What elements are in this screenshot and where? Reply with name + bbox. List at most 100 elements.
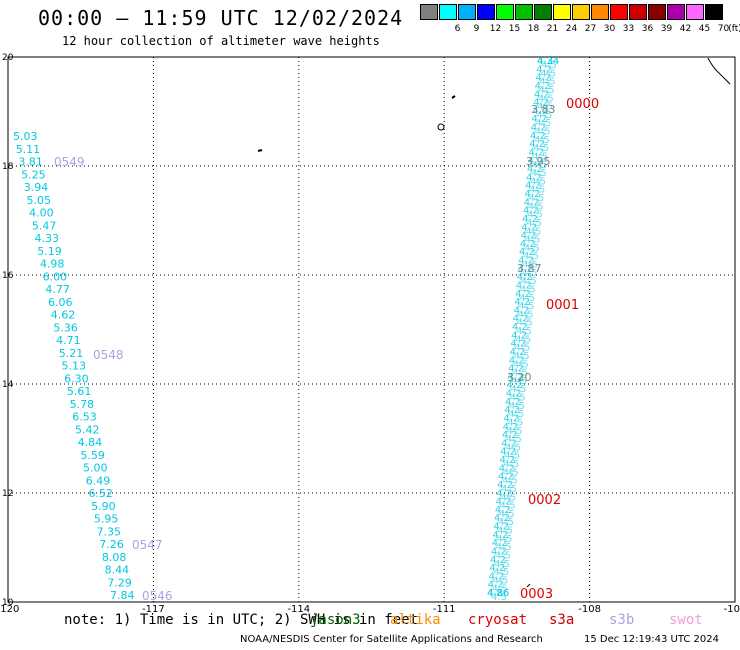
wave-height-label: 4.2	[523, 206, 539, 217]
footer-note: note: 1) Time is in UTC; 2) SWH is in fe…	[64, 612, 419, 628]
wave-height-label: 4.2	[504, 405, 520, 416]
pass-time-label: 0549	[54, 155, 85, 169]
satellite-cryosat: cryosat	[468, 612, 528, 628]
wave-height-label: 4.5	[500, 492, 516, 503]
wave-height-label: 4.5	[518, 309, 534, 320]
legend-label-45: 45	[698, 24, 711, 34]
wave-height-label: 4.5	[507, 417, 523, 428]
pass-time-label: 0000	[566, 97, 599, 112]
legend-label-36: 36	[641, 24, 654, 34]
wave-height-label: 5.36	[53, 321, 78, 334]
wave-height-label: 4.5	[539, 85, 555, 96]
wave-height-label: 4.2	[526, 172, 542, 183]
legend-swatch-6	[439, 4, 457, 20]
legend-label-33: 33	[622, 24, 635, 34]
wave-height-label: 7.35	[97, 525, 122, 538]
wave-height-label: 4.2	[506, 389, 522, 400]
legend-swatch-45	[686, 4, 704, 20]
wave-height-label: 4.2	[525, 189, 541, 200]
wave-height-label: 4.5	[494, 559, 510, 570]
wave-height-label: 4.5	[496, 534, 512, 545]
wave-height-label: 4.2	[522, 214, 538, 225]
wave-height-label: 4.5	[493, 567, 509, 578]
wave-height-label: 4.5	[503, 467, 519, 478]
wave-height-label: 4.5	[504, 451, 520, 462]
wave-height-label: 6.53	[72, 411, 97, 424]
wave-height-label: 4.2	[536, 64, 552, 75]
legend-swatch-18	[515, 4, 533, 20]
wave-height-label: 4.5	[523, 251, 539, 262]
y-tick-label: 16	[2, 271, 14, 281]
wave-height-label: 4.2	[514, 297, 530, 308]
wave-height-label: 4.5	[525, 226, 541, 237]
wave-height-label: 4.2	[487, 588, 503, 599]
wave-height-label: 4.2	[502, 430, 518, 441]
satellite-s3a: s3a	[549, 612, 575, 628]
wave-height-label: 5.05	[26, 194, 51, 207]
legend-label-70: 70	[717, 24, 730, 34]
wave-height-label: 4.5	[507, 426, 523, 437]
wave-height-label: 4.2	[493, 522, 509, 533]
wave-height-label: 4.77	[45, 283, 69, 296]
legend-label-42: 42	[679, 24, 692, 34]
wave-height-label: 8.44	[105, 564, 130, 577]
wave-height-label: 4.5	[516, 326, 532, 337]
wave-height-label: 4.2	[497, 480, 513, 491]
wave-height-label: 4.00	[29, 207, 53, 220]
wave-height-label: 4.2	[490, 555, 506, 566]
wave-height-label: 4.33	[35, 232, 60, 245]
satellite-jason3: jason3	[310, 612, 361, 628]
wave-height-label: 4.5	[532, 160, 548, 171]
wave-height-label: 5.03	[13, 130, 38, 143]
wave-height-label: 4.2	[517, 264, 533, 275]
wave-height-label: 4.98	[40, 258, 65, 271]
wave-height-label: 4.2	[496, 488, 512, 499]
wave-height-label: 4.5	[514, 343, 530, 354]
wave-height-label: 4.5	[538, 93, 554, 104]
wave-height-label: 4.5	[511, 376, 527, 387]
wave-height-label: 4.62	[51, 309, 76, 322]
wave-height-label: 4.2	[533, 98, 549, 109]
satellite-swot: swot	[669, 612, 703, 628]
wave-height-label: 6.52	[88, 487, 113, 500]
wave-height-label: 4.5	[496, 542, 512, 553]
wave-height-label: 4.2	[529, 139, 545, 150]
wave-height-label: 4.2	[496, 497, 512, 508]
wave-height-label: 4.5	[530, 176, 546, 187]
timestamp-line: 15 Dec 12:19:43 UTC 2024	[584, 634, 719, 645]
wave-height-label: 4.2	[530, 131, 546, 142]
x-tick-label: -114	[287, 604, 310, 615]
wave-height-label: 8.08	[102, 551, 127, 564]
pass-time-label: 0001	[546, 298, 579, 313]
wave-height-label: 4.2	[521, 222, 537, 233]
wave-height-label: 5.19	[37, 245, 62, 258]
wave-height-label: 3.95	[526, 155, 551, 168]
wave-height-label: 5.90	[91, 500, 116, 513]
legend-label-24: 24	[565, 24, 578, 34]
wave-height-label: 4.2	[495, 505, 511, 516]
wave-height-label: 4.2	[499, 463, 515, 474]
wave-height-label: 4.2	[535, 73, 551, 84]
wave-height-label: 4.5	[505, 442, 521, 453]
wave-height-label: 4.2	[509, 355, 525, 366]
wave-height-label: 4.2	[494, 513, 510, 524]
wave-height-label: 4.2	[525, 181, 541, 192]
x-tick-label: -117	[142, 604, 165, 615]
y-tick-label: 18	[2, 162, 14, 172]
wave-height-label: 4.5	[522, 260, 538, 271]
island-mark	[257, 149, 263, 152]
wave-height-label: 4.2	[528, 147, 544, 158]
credit-line: NOAA/NESDIS Center for Satellite Applica…	[240, 634, 543, 645]
wave-height-label: 4.5	[499, 509, 515, 520]
wave-height-label: 4.5	[536, 118, 552, 129]
legend-label-27: 27	[584, 24, 597, 34]
wave-height-label: 4.5	[537, 102, 553, 113]
wave-height-label: 4.2	[489, 571, 505, 582]
wave-height-label: 4.2	[516, 280, 532, 291]
legend-swatch-12	[477, 4, 495, 20]
wave-height-label: 4.5	[535, 127, 551, 138]
wave-height-label: 4.71	[56, 334, 81, 347]
wave-height-label: 4.5	[500, 501, 516, 512]
wave-height-label: 4.5	[497, 526, 513, 537]
wave-height-label: 4.2	[510, 339, 526, 350]
